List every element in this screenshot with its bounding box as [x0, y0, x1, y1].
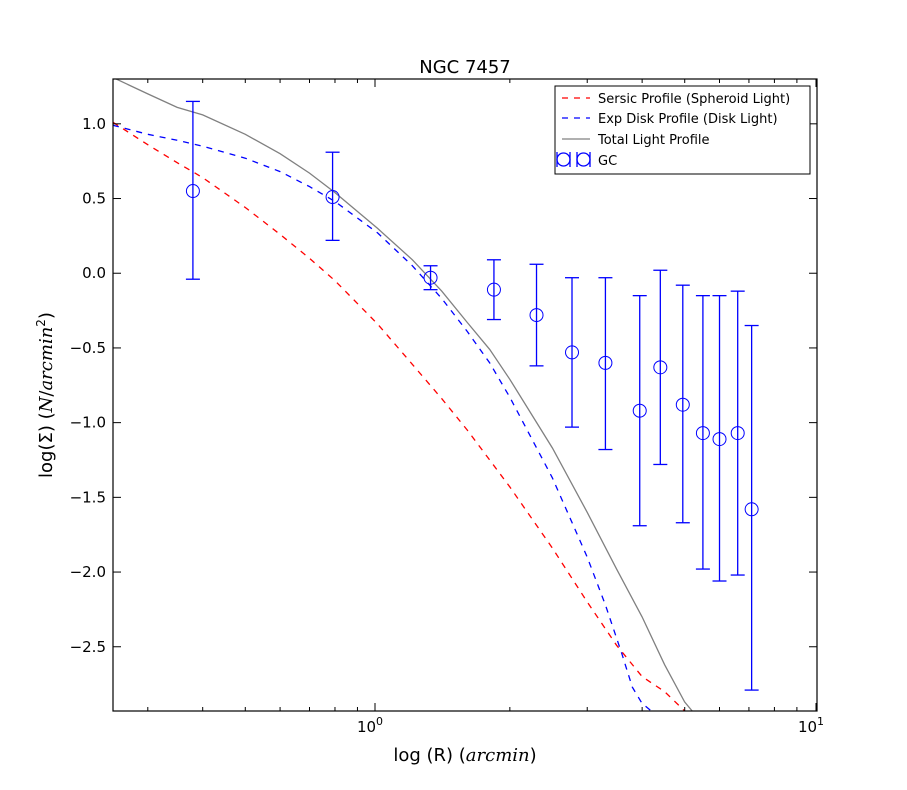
y-axis-label: log(Σ) (N/arcmin2) — [34, 312, 57, 478]
y-tick-label: −1.0 — [70, 414, 106, 432]
x-axis-label-unit: arcmin — [466, 745, 530, 766]
gc-point — [632, 294, 647, 527]
gc-marker — [486, 282, 501, 297]
gc-marker — [529, 308, 544, 323]
x-axis-label: log (R) (arcmin) — [393, 745, 536, 766]
x-tick-10: 101 — [798, 79, 824, 736]
legend-entry-sersic: Sersic Profile (Spheroid Light) — [562, 92, 790, 107]
x-tick-label: 100 — [357, 715, 383, 736]
y-tick-label: −1.5 — [70, 488, 106, 506]
gc-marker — [325, 190, 340, 205]
gc-marker — [632, 403, 647, 418]
y-axis-label-unit-area: arcmin — [36, 327, 57, 391]
x-tick-label: 101 — [798, 715, 824, 736]
gc-marker — [185, 184, 200, 199]
y-tick-label: −2.5 — [70, 638, 106, 656]
x-tick-label-exponent: 1 — [817, 715, 824, 728]
x-tick-label-exponent: 0 — [376, 715, 383, 728]
gc-point — [185, 100, 200, 280]
x-minor-ticks — [147, 79, 798, 711]
legend-entry-disk: Exp Disk Profile (Disk Light) — [562, 112, 778, 127]
chart-title: NGC 7457 — [419, 57, 511, 78]
legend-entry-gc: GC — [556, 152, 617, 169]
gc-marker — [675, 397, 690, 412]
y-axis-label-exponent: 2 — [34, 319, 48, 327]
legend-label-gc: GC — [598, 154, 617, 169]
legend-label-total: Total Light Profile — [597, 133, 710, 148]
y-axis-label-text: log(Σ) ( — [36, 412, 57, 478]
y-axis-label-unit-n: N — [36, 395, 57, 413]
gc-point — [598, 277, 613, 451]
gc-marker — [695, 426, 710, 441]
gc-point — [653, 269, 668, 466]
legend: Sersic Profile (Spheroid Light) Exp Disk… — [554, 85, 811, 175]
legend-box — [554, 85, 811, 175]
gc-point — [565, 277, 580, 428]
x-tick-label-base: 10 — [798, 718, 817, 736]
x-tick-1: 100 — [357, 79, 383, 736]
gc-point — [486, 259, 501, 321]
y-axis-label-close: ) — [36, 312, 57, 319]
total-curve — [114, 79, 693, 711]
y-axis-label-slash: / — [36, 390, 57, 397]
gc-marker — [598, 355, 613, 370]
legend-swatch-gc — [556, 152, 591, 167]
y-tick-label: −2.0 — [70, 563, 106, 581]
gc-point — [695, 294, 710, 570]
gc-point — [325, 151, 340, 242]
sersic-curve — [113, 121, 686, 711]
gc-marker — [744, 502, 759, 517]
gc-point — [529, 263, 544, 367]
x-tick-label-base: 10 — [357, 718, 376, 736]
y-tick-label: 0.5 — [82, 190, 106, 208]
gc-point — [423, 265, 438, 291]
legend-label-disk: Exp Disk Profile (Disk Light) — [598, 112, 778, 127]
y-tick-label: 0.0 — [82, 264, 106, 282]
plot-series — [113, 79, 693, 711]
gc-marker — [423, 270, 438, 285]
legend-entry-total: Total Light Profile — [562, 133, 710, 148]
y-tick-label: −0.5 — [70, 339, 106, 357]
plot-frame — [112, 78, 818, 712]
gc-marker — [565, 345, 580, 360]
gc-series — [185, 100, 759, 691]
gc-point — [730, 290, 745, 576]
gc-point — [744, 324, 759, 691]
y-axis-ticks: 1.0 0.5 0.0 −0.5 −1.0 −1.5 −2.0 −2.5 — [70, 115, 817, 656]
gc-point — [712, 294, 727, 582]
gc-marker — [653, 360, 668, 375]
gc-marker — [712, 432, 727, 447]
x-axis-label-close: ) — [530, 745, 537, 766]
x-axis-label-text: log (R) ( — [393, 745, 465, 766]
gc-marker — [730, 426, 745, 441]
legend-label-sersic: Sersic Profile (Spheroid Light) — [598, 92, 790, 107]
y-tick-label: 1.0 — [82, 115, 106, 133]
gc-point — [675, 284, 690, 524]
x-axis-ticks: 100 101 — [357, 79, 824, 736]
